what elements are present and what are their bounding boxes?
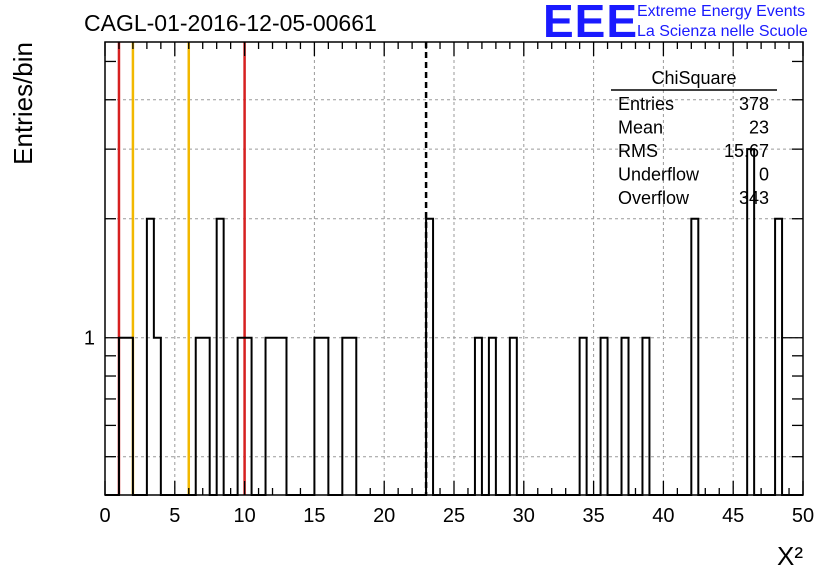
stats-label: Overflow [618,188,690,208]
stats-value: 23 [749,118,769,138]
stats-label: Entries [618,94,674,114]
stats-label: RMS [618,141,658,161]
x-axis-title: X² [777,541,803,571]
axis-ticks [104,42,804,495]
stats-value: 343 [739,188,769,208]
histogram-outline [105,148,803,496]
x-tick-labels: 0 5 10 15 20 25 30 35 40 45 50 [99,505,814,527]
x-tick-label: 10 [233,505,255,527]
stats-value: 15.67 [724,141,769,161]
x-tick-label: 5 [169,505,180,527]
x-tick-label: 25 [443,505,465,527]
stats-label: Mean [618,118,663,138]
stats-value: 378 [739,94,769,114]
x-tick-label: 30 [513,505,535,527]
y-tick-label: 1 [84,328,95,350]
logo-line-1: Extreme Energy Events [637,3,806,20]
x-tick-label: 45 [722,505,744,527]
y-tick-labels: 1 [84,328,95,350]
stats-rows: Entries 378 Mean 23 RMS 15.67 Underflow 0 Overfl… [618,94,769,208]
x-tick-label: 15 [303,505,325,527]
stats-title: ChiSquare [651,68,736,88]
stats-label: Underflow [618,165,700,185]
eee-logo: EEE Extreme Energy Events La Scienza nel… [543,0,836,47]
y-axis-title: Entries/bin [8,42,38,165]
reference-lines [117,42,428,495]
eee-logo-mark: EEE [543,0,639,47]
logo-line-2: La Scienza nelle Scuole [637,23,808,40]
x-tick-label: 35 [582,505,604,527]
x-tick-label: 20 [373,505,395,527]
x-tick-label: 40 [652,505,674,527]
stats-value: 0 [759,165,769,185]
page-title: CAGL-01-2016-12-05-00661 [84,10,377,36]
stats-box: ChiSquare Entries 378 Mean 23 RMS 15.67 Underf… [611,68,777,208]
x-tick-label: 50 [792,505,814,527]
x-tick-label: 0 [99,505,110,527]
